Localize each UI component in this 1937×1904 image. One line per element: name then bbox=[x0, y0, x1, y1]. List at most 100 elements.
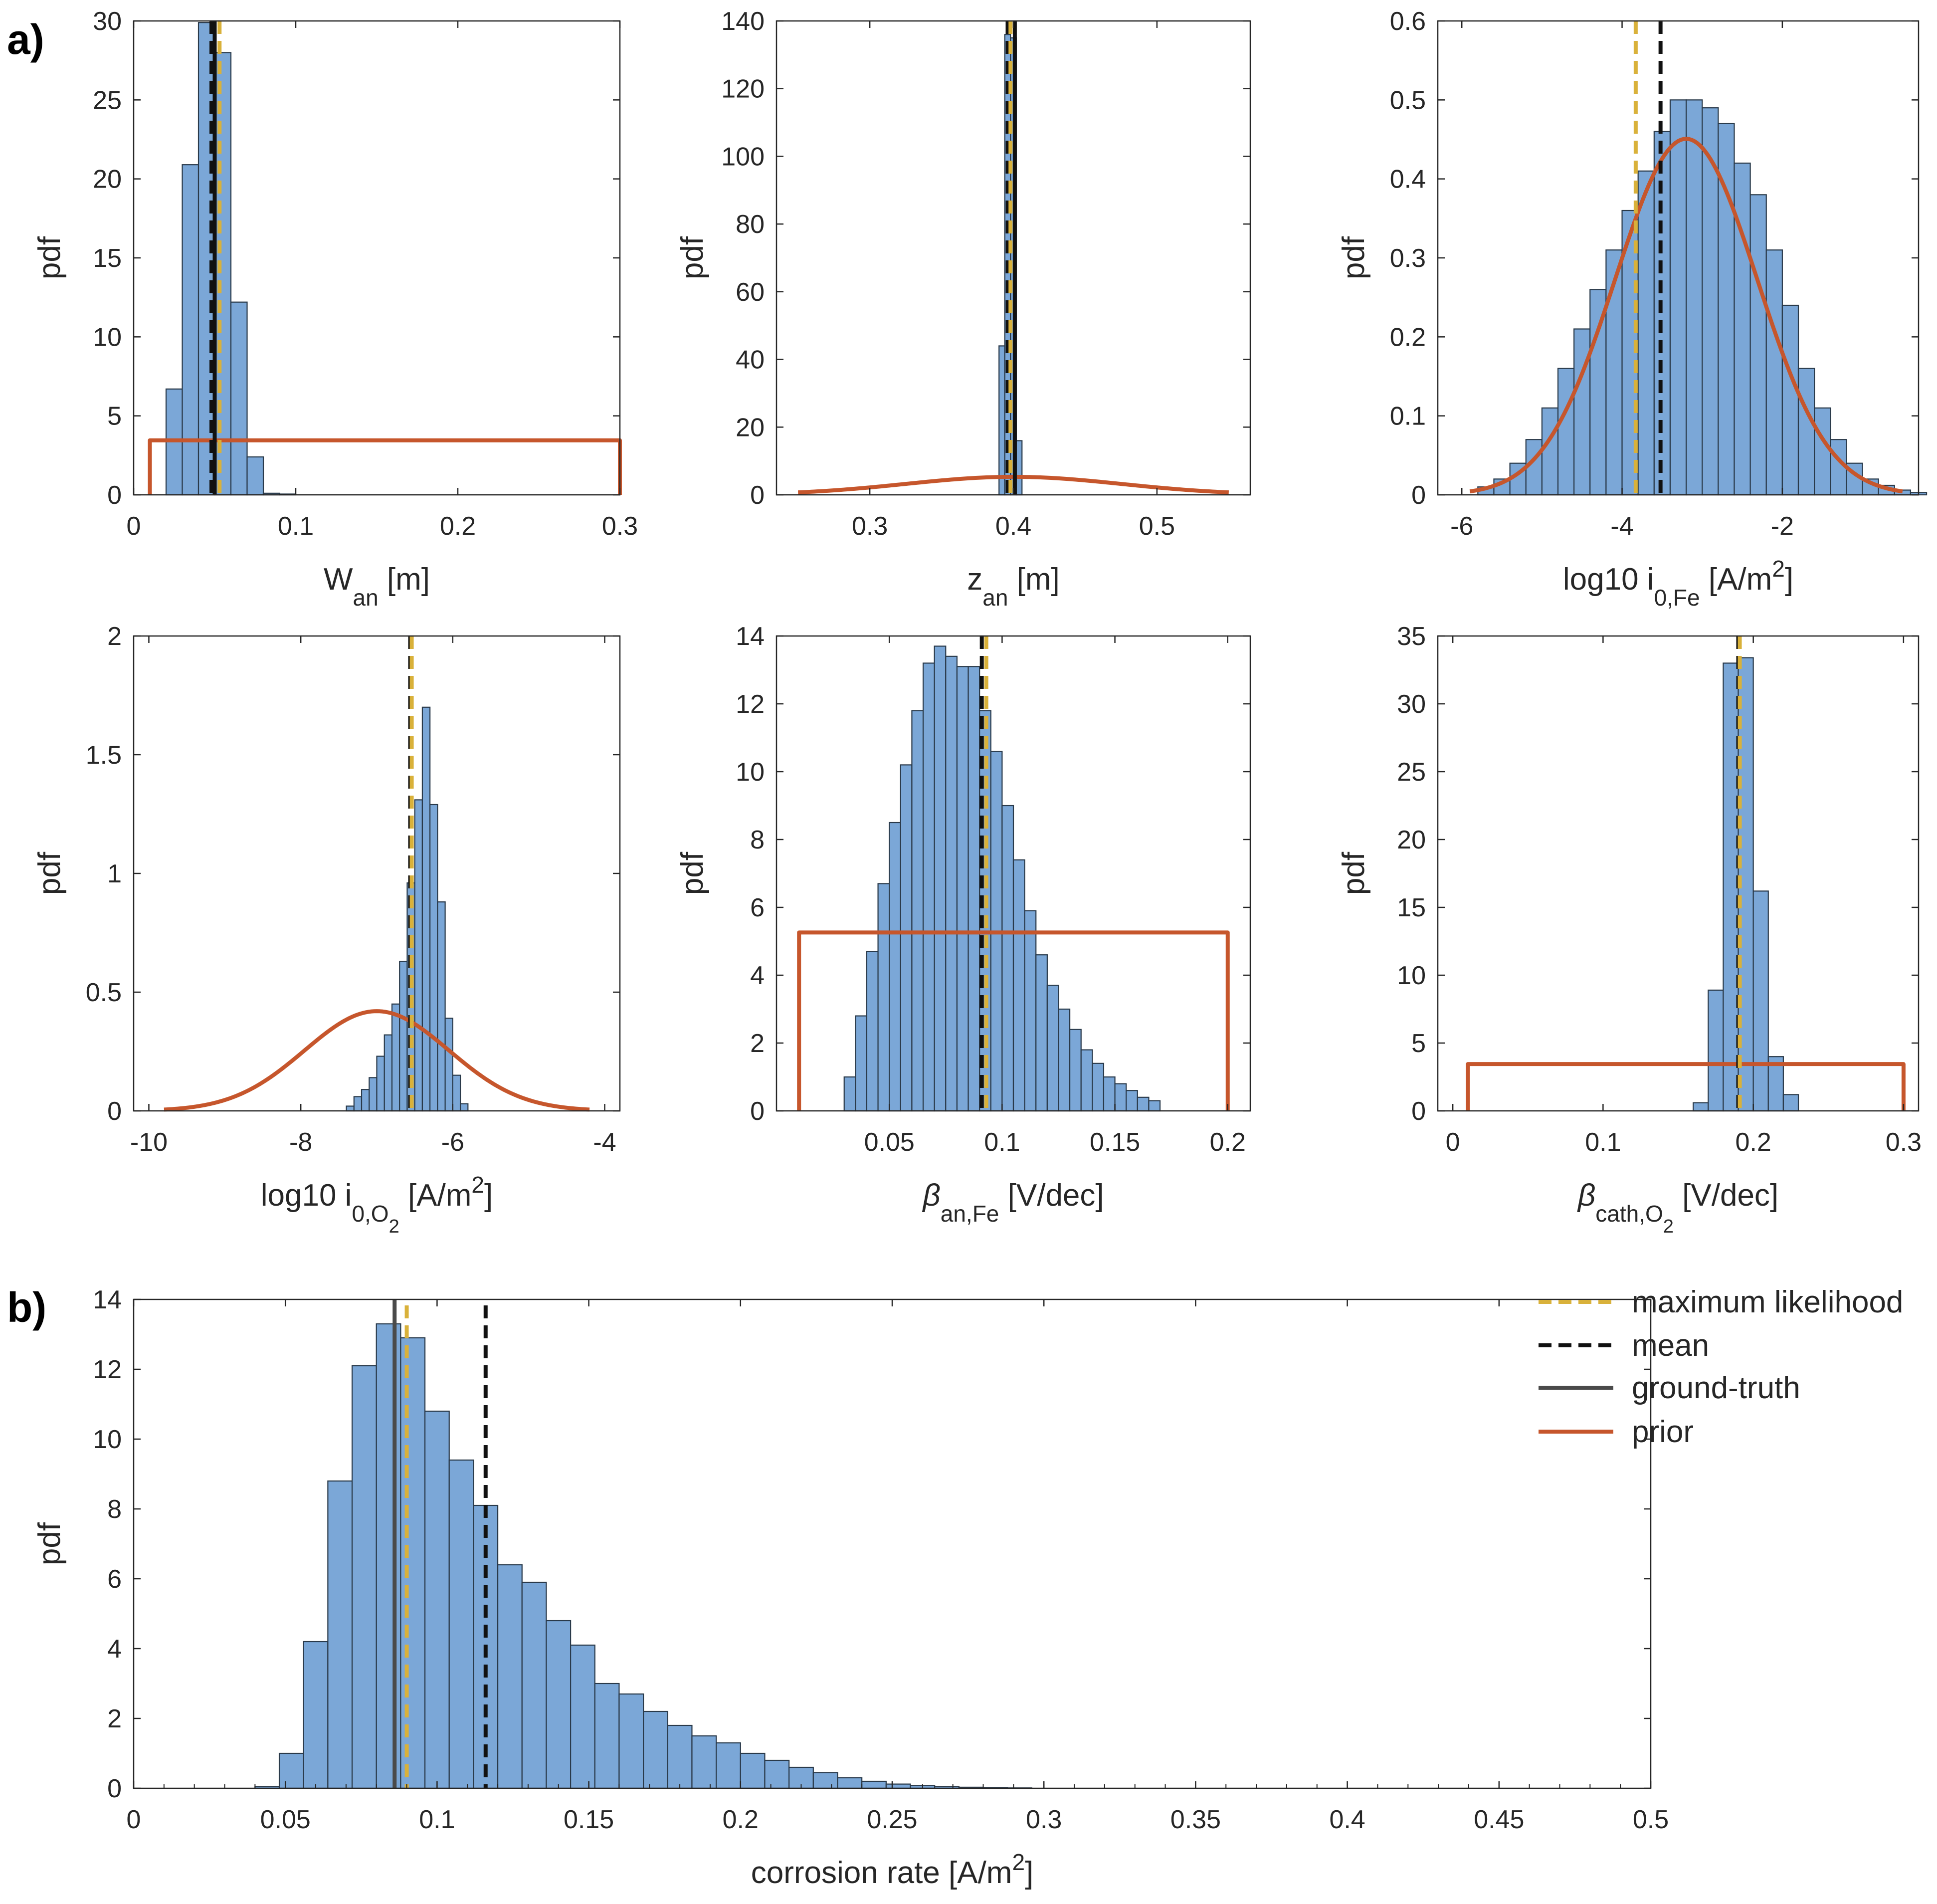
y-tick-label: 30 bbox=[93, 7, 122, 36]
prior-curve bbox=[1466, 1062, 1906, 1111]
y-tick-label: 8 bbox=[750, 826, 765, 854]
plot-Wan: 0 5 10 15 20 25 30 0 0.1 0.2 0.3 pdf Wan [m] bbox=[32, 7, 638, 611]
x-axis-label-superscript: 2 bbox=[1012, 1849, 1025, 1875]
histogram-bar bbox=[1814, 407, 1831, 496]
y-tick-label: 40 bbox=[736, 346, 765, 375]
histogram-bar bbox=[594, 1683, 620, 1789]
y-tick-label: 2 bbox=[107, 1704, 122, 1733]
y-tick-label: 10 bbox=[93, 323, 122, 352]
x-tick-label: -6 bbox=[441, 1128, 464, 1157]
x-tick-label: 0.3 bbox=[1026, 1805, 1062, 1834]
histogram-bar bbox=[1080, 1049, 1093, 1112]
x-tick-label: 0.4 bbox=[1329, 1805, 1365, 1834]
histogram-bar bbox=[421, 706, 431, 1112]
x-axis-label-unit: [A/m bbox=[1709, 562, 1772, 597]
histogram-bar bbox=[424, 1410, 450, 1789]
x-tick-label: 0.45 bbox=[1474, 1805, 1524, 1834]
x-tick-label: 0.35 bbox=[1170, 1805, 1221, 1834]
histogram-bar bbox=[900, 764, 913, 1112]
x-axis-label-unit: [m] bbox=[1017, 562, 1060, 597]
x-axis-label-main: z bbox=[967, 562, 982, 597]
y-axis-label: pdf bbox=[675, 236, 710, 279]
x-axis-label-space bbox=[1674, 1178, 1682, 1213]
y-tick-label: 0.6 bbox=[1390, 7, 1426, 36]
legend-label-prior: prior bbox=[1632, 1415, 1694, 1449]
prior-curve bbox=[797, 930, 1230, 1111]
histogram-bar bbox=[843, 1076, 856, 1112]
histogram-bar bbox=[1001, 805, 1014, 1112]
y-tick-label: 4 bbox=[107, 1635, 122, 1664]
x-tick-label: -4 bbox=[593, 1128, 616, 1157]
histogram-bar bbox=[1685, 99, 1703, 496]
histogram-bar bbox=[885, 1783, 911, 1789]
histogram-bar bbox=[1708, 989, 1724, 1112]
y-tick-label: 80 bbox=[736, 210, 765, 239]
legend-label-mean: mean bbox=[1632, 1328, 1709, 1363]
y-tick-label: 2 bbox=[750, 1029, 765, 1058]
histogram-bar bbox=[444, 1018, 453, 1112]
x-tick-label: -10 bbox=[130, 1128, 168, 1157]
histogram-bar bbox=[922, 662, 935, 1112]
x-axis-label-space bbox=[399, 1178, 408, 1213]
histogram-bar bbox=[346, 1105, 355, 1112]
y-tick-label: 0 bbox=[107, 1097, 122, 1126]
y-tick-label: 60 bbox=[736, 278, 765, 307]
x-axis-label-unit: [V/dec] bbox=[1682, 1178, 1778, 1213]
legend-label-max-likelihood: maximum likelihood bbox=[1632, 1285, 1903, 1319]
x-tick-label: 0.2 bbox=[1735, 1128, 1771, 1157]
histogram-bar bbox=[1557, 368, 1575, 496]
histogram-bar bbox=[837, 1777, 863, 1789]
histogram-bar bbox=[437, 901, 446, 1112]
histogram-bar bbox=[1723, 662, 1739, 1112]
x-tick-label: 0.1 bbox=[419, 1805, 455, 1834]
histogram-bar bbox=[1693, 1102, 1709, 1112]
x-axis-label-superscript: 2 bbox=[471, 1172, 484, 1198]
histogram-bar bbox=[376, 1056, 385, 1112]
histogram-bar bbox=[1752, 890, 1769, 1112]
histogram-bar bbox=[1035, 954, 1048, 1112]
histogram-bar bbox=[1541, 407, 1559, 496]
y-tick-label: 0 bbox=[1411, 1097, 1426, 1126]
histogram-bar bbox=[1046, 985, 1059, 1112]
x-tick-label: 0.15 bbox=[1090, 1128, 1140, 1157]
x-axis-label-end: ] bbox=[1025, 1856, 1033, 1890]
x-tick-label: 0.5 bbox=[1633, 1805, 1669, 1834]
x-tick-label: 0 bbox=[127, 512, 141, 541]
y-tick-label: 0.3 bbox=[1390, 244, 1426, 273]
x-axis-label-subsubscript: 2 bbox=[389, 1216, 399, 1237]
histogram-bar bbox=[182, 164, 199, 496]
x-tick-label: 0.3 bbox=[602, 512, 638, 541]
histogram-bar bbox=[861, 1780, 887, 1789]
histogram-bar bbox=[1669, 99, 1687, 496]
y-tick-label: 0 bbox=[750, 481, 765, 510]
y-tick-label: 0 bbox=[107, 1774, 122, 1803]
y-tick-label: 20 bbox=[1397, 826, 1426, 854]
histogram-bar bbox=[998, 345, 1005, 496]
histogram-bar bbox=[351, 1365, 377, 1789]
histogram-bar bbox=[1781, 304, 1799, 496]
x-axis-label: log10 i0,O2 [A/m2] bbox=[261, 1172, 493, 1237]
x-axis-label-superscript: 2 bbox=[1772, 556, 1785, 582]
histogram-bar bbox=[1015, 440, 1023, 496]
x-axis-label-end: ] bbox=[1785, 562, 1793, 597]
histogram-bar bbox=[459, 1103, 469, 1112]
histogram-bar bbox=[1749, 194, 1767, 496]
histogram-bar bbox=[1797, 368, 1815, 496]
histogram-bar bbox=[327, 1480, 353, 1789]
histogram-bar bbox=[934, 645, 947, 1112]
histogram-bar bbox=[911, 710, 924, 1112]
histogram-bar bbox=[278, 1752, 304, 1789]
y-tick-label: 0.5 bbox=[86, 978, 122, 1007]
y-tick-label: 15 bbox=[1397, 893, 1426, 922]
y-tick-label: 0.1 bbox=[1390, 402, 1426, 431]
x-axis-label-space bbox=[999, 1178, 1007, 1213]
x-tick-label: 0.05 bbox=[260, 1805, 311, 1834]
y-tick-label: 25 bbox=[1397, 758, 1426, 787]
histogram-bar bbox=[945, 655, 958, 1112]
histogram-bar bbox=[740, 1752, 766, 1789]
y-axis-label: pdf bbox=[32, 1522, 67, 1565]
histogram-bar bbox=[369, 1077, 378, 1112]
y-tick-label: 10 bbox=[736, 758, 765, 787]
x-axis-label-subscript: 0,Fe bbox=[1654, 585, 1700, 611]
